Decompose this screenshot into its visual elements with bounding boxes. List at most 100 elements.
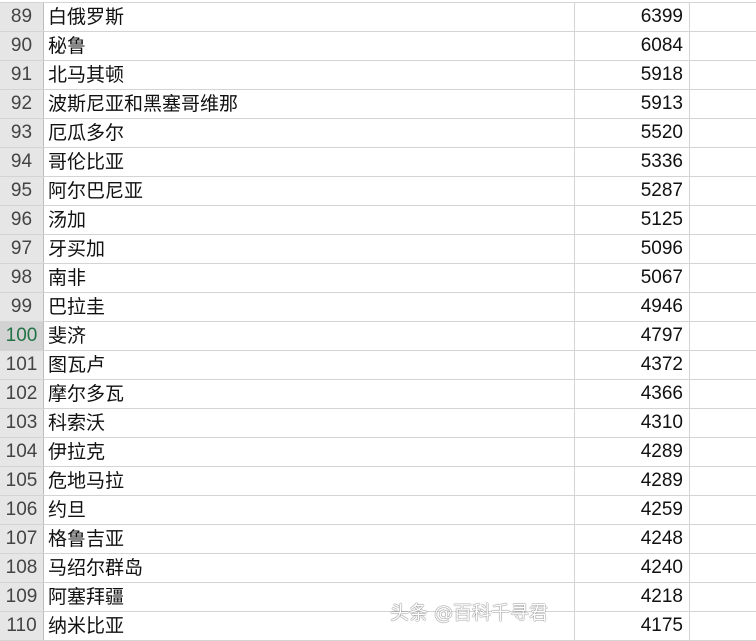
country-cell[interactable]: 牙买加 xyxy=(44,235,575,263)
empty-cell[interactable] xyxy=(690,235,756,263)
table-row: 102 摩尔多瓦 4366 xyxy=(0,380,756,409)
country-cell[interactable]: 约旦 xyxy=(44,496,575,524)
empty-cell[interactable] xyxy=(690,380,756,408)
empty-cell[interactable] xyxy=(690,3,756,31)
empty-cell[interactable] xyxy=(690,293,756,321)
value-cell[interactable]: 5125 xyxy=(575,206,690,234)
row-header[interactable]: 105 xyxy=(0,467,44,495)
country-cell[interactable]: 哥伦比亚 xyxy=(44,148,575,176)
country-cell[interactable]: 白俄罗斯 xyxy=(44,3,575,31)
table-row: 89 白俄罗斯 6399 xyxy=(0,3,756,32)
value-cell[interactable]: 5336 xyxy=(575,148,690,176)
value-cell[interactable]: 5913 xyxy=(575,90,690,118)
row-header[interactable]: 98 xyxy=(0,264,44,292)
row-header[interactable]: 109 xyxy=(0,583,44,611)
empty-cell[interactable] xyxy=(690,554,756,582)
empty-cell[interactable] xyxy=(690,438,756,466)
value-cell[interactable]: 4218 xyxy=(575,583,690,611)
country-cell[interactable]: 阿塞拜疆 xyxy=(44,583,575,611)
empty-cell[interactable] xyxy=(690,148,756,176)
empty-cell[interactable] xyxy=(690,32,756,60)
country-cell[interactable]: 马绍尔群岛 xyxy=(44,554,575,582)
row-header[interactable]: 100 xyxy=(0,322,44,350)
country-cell[interactable]: 纳米比亚 xyxy=(44,612,575,640)
empty-cell[interactable] xyxy=(690,119,756,147)
table-row: 96 汤加 5125 xyxy=(0,206,756,235)
country-cell[interactable]: 波斯尼亚和黑塞哥维那 xyxy=(44,90,575,118)
country-cell[interactable]: 伊拉克 xyxy=(44,438,575,466)
row-header[interactable]: 96 xyxy=(0,206,44,234)
row-header[interactable]: 99 xyxy=(0,293,44,321)
value-cell[interactable]: 5067 xyxy=(575,264,690,292)
value-cell[interactable]: 5096 xyxy=(575,235,690,263)
row-header[interactable]: 110 xyxy=(0,612,44,640)
table-row: 91 北马其顿 5918 xyxy=(0,61,756,90)
empty-cell[interactable] xyxy=(690,525,756,553)
row-header[interactable]: 90 xyxy=(0,32,44,60)
row-header[interactable]: 93 xyxy=(0,119,44,147)
row-header[interactable]: 108 xyxy=(0,554,44,582)
table-row: 90 秘鲁 6084 xyxy=(0,32,756,61)
value-cell[interactable]: 6399 xyxy=(575,3,690,31)
country-cell[interactable]: 南非 xyxy=(44,264,575,292)
value-cell[interactable]: 4310 xyxy=(575,409,690,437)
country-cell[interactable]: 摩尔多瓦 xyxy=(44,380,575,408)
empty-cell[interactable] xyxy=(690,583,756,611)
table-row: 99 巴拉圭 4946 xyxy=(0,293,756,322)
value-cell[interactable]: 4366 xyxy=(575,380,690,408)
row-header[interactable]: 103 xyxy=(0,409,44,437)
value-cell[interactable]: 6084 xyxy=(575,32,690,60)
row-header[interactable]: 102 xyxy=(0,380,44,408)
empty-cell[interactable] xyxy=(690,409,756,437)
country-cell[interactable]: 斐济 xyxy=(44,322,575,350)
value-cell[interactable]: 4248 xyxy=(575,525,690,553)
empty-cell[interactable] xyxy=(690,264,756,292)
value-cell[interactable]: 4289 xyxy=(575,467,690,495)
table-row: 93 厄瓜多尔 5520 xyxy=(0,119,756,148)
empty-cell[interactable] xyxy=(690,61,756,89)
empty-cell[interactable] xyxy=(690,322,756,350)
country-cell[interactable]: 秘鲁 xyxy=(44,32,575,60)
empty-cell[interactable] xyxy=(690,351,756,379)
country-cell[interactable]: 阿尔巴尼亚 xyxy=(44,177,575,205)
row-header[interactable]: 92 xyxy=(0,90,44,118)
row-header[interactable]: 104 xyxy=(0,438,44,466)
table-row: 103 科索沃 4310 xyxy=(0,409,756,438)
table-row: 105 危地马拉 4289 xyxy=(0,467,756,496)
value-cell[interactable]: 4372 xyxy=(575,351,690,379)
row-header[interactable]: 94 xyxy=(0,148,44,176)
row-header[interactable]: 91 xyxy=(0,61,44,89)
country-cell[interactable]: 厄瓜多尔 xyxy=(44,119,575,147)
empty-cell[interactable] xyxy=(690,612,756,640)
country-cell[interactable]: 科索沃 xyxy=(44,409,575,437)
value-cell[interactable]: 5520 xyxy=(575,119,690,147)
empty-cell[interactable] xyxy=(690,90,756,118)
country-cell[interactable]: 汤加 xyxy=(44,206,575,234)
table-row: 109 阿塞拜疆 4218 xyxy=(0,583,756,612)
row-header[interactable]: 95 xyxy=(0,177,44,205)
value-cell[interactable]: 5918 xyxy=(575,61,690,89)
value-cell[interactable]: 4946 xyxy=(575,293,690,321)
value-cell[interactable]: 4797 xyxy=(575,322,690,350)
value-cell[interactable]: 4175 xyxy=(575,612,690,640)
row-header[interactable]: 101 xyxy=(0,351,44,379)
value-cell[interactable]: 5287 xyxy=(575,177,690,205)
row-header[interactable]: 107 xyxy=(0,525,44,553)
empty-cell[interactable] xyxy=(690,496,756,524)
country-cell[interactable]: 巴拉圭 xyxy=(44,293,575,321)
country-cell[interactable]: 北马其顿 xyxy=(44,61,575,89)
country-cell[interactable]: 格鲁吉亚 xyxy=(44,525,575,553)
empty-cell[interactable] xyxy=(690,467,756,495)
value-cell[interactable]: 4259 xyxy=(575,496,690,524)
row-header[interactable]: 89 xyxy=(0,3,44,31)
value-cell[interactable]: 4289 xyxy=(575,438,690,466)
country-cell[interactable]: 图瓦卢 xyxy=(44,351,575,379)
empty-cell[interactable] xyxy=(690,177,756,205)
row-header[interactable]: 106 xyxy=(0,496,44,524)
table-row: 101 图瓦卢 4372 xyxy=(0,351,756,380)
empty-cell[interactable] xyxy=(690,206,756,234)
country-cell[interactable]: 危地马拉 xyxy=(44,467,575,495)
row-header[interactable]: 97 xyxy=(0,235,44,263)
value-cell[interactable]: 4240 xyxy=(575,554,690,582)
